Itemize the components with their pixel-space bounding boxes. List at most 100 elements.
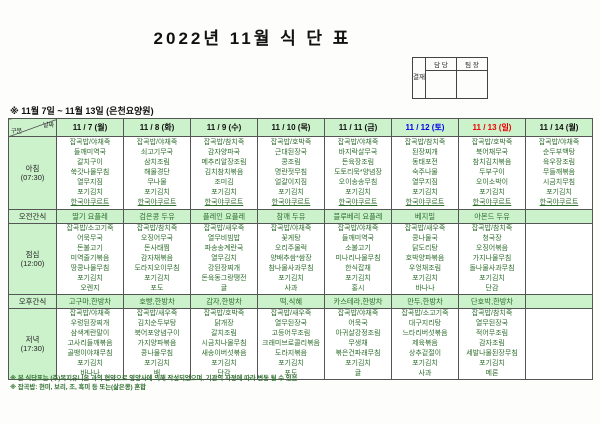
menu-item: 어묵무국 <box>77 235 103 242</box>
menu-item: 메추리알장조림 <box>201 159 247 166</box>
menu-item: 잡곡밥/참치죽 <box>404 139 446 146</box>
row-label-afternoon-snack: 오후간식 <box>8 294 57 309</box>
menu-item: 미나리나물무침 <box>335 255 381 262</box>
menu-item: 제육볶음 <box>412 340 438 347</box>
menu-item: 바나나 <box>415 285 435 292</box>
menu-item: 만두,한방차 <box>407 296 443 306</box>
menu-cell-breakfast-8: 잡곡밥/야채죽 순두부백탕 육우장조림 무들깨볶음 시금치무침 포기김치 한국야쿠르트 <box>525 136 593 210</box>
menu-item: 대구지리탕 <box>408 320 442 327</box>
menu-item: 포기김치 <box>479 189 505 196</box>
menu-item: 홍시 <box>351 285 365 292</box>
menu-cell-afternoon-snack-1: 고구마,한방차 <box>56 294 124 309</box>
menu-item: 돈사태찜 <box>144 245 170 252</box>
menu-item: 한국야쿠르트 <box>539 199 579 206</box>
menu-item: 돈육동그랑땡전 <box>201 275 247 282</box>
date-header-8: 11 / 14 (월) <box>525 118 593 137</box>
menu-item: 떡,식혜 <box>279 296 303 306</box>
menu-cell-dinner-2: 잡곡밥/새우죽 김치순두부탕 북어포양념구이 가지양파볶음 콩나물무침 포기김치 배 <box>123 308 191 380</box>
menu-item: 잡곡밥/소고기죽 <box>66 225 114 232</box>
menu-item: 들깨미역국 <box>73 149 107 156</box>
menu-item: 가지양파볶음 <box>137 340 177 347</box>
menu-item: 아귀살강정조림 <box>335 330 381 337</box>
menu-item: 얼갈이지짐 <box>274 179 308 186</box>
menu-item: 단호박,한방차 <box>470 296 514 306</box>
date-header-1: 11 / 7 (월) <box>56 118 124 137</box>
menu-item: 플레인 요플레 <box>202 211 246 221</box>
menu-item: 한식잡채 <box>345 265 371 272</box>
menu-item: 세발나물된장무침 <box>466 350 518 357</box>
menu-item: 포기김치 <box>546 189 572 196</box>
menu-item: 포기김치 <box>211 189 237 196</box>
menu-cell-breakfast-1: 잡곡밥/야채죽 들깨미역국 갈치구이 쑥갓나물무침 열무지짐 포기김치 한국야쿠르트 <box>56 136 124 210</box>
menu-cell-afternoon-snack-8 <box>525 294 593 309</box>
menu-item: 단감 <box>485 285 499 292</box>
menu-item: 포기김치 <box>345 275 371 282</box>
menu-item: 검은콩 두유 <box>139 211 175 221</box>
menu-item: 청국장 <box>482 235 502 242</box>
menu-item: 어묵국 <box>348 320 368 327</box>
menu-item: 닭개장 <box>214 320 234 327</box>
menu-item: 열무지짐 <box>412 179 438 186</box>
menu-item: 명란젓무침 <box>274 169 308 176</box>
menu-item: 포기김치 <box>278 275 304 282</box>
menu-cell-morning-snack-7: 아몬드 두유 <box>458 209 526 224</box>
menu-item: 돈육장조림 <box>341 159 375 166</box>
menu-cell-dinner-7: 잡곡밥/참치죽 열무된장국 적어무조림 감자조림 세발나물된장무침 포기김치 메론 <box>458 308 526 380</box>
date-header-7: 11 / 13 (일) <box>458 118 526 137</box>
menu-cell-lunch-7: 잡곡밥/참치죽 청국장 오징어볶음 가지나물무침 돌나물사과무침 포기김치 단감 <box>458 223 526 295</box>
header-row: 날짜 구분 11 / 7 (월) 11 / 8 (화) 11 / 9 (수) 11 /… <box>8 118 593 137</box>
menu-item: 한국야쿠르트 <box>271 199 311 206</box>
menu-item: 무생채 <box>348 340 368 347</box>
menu-item: 돈불고기 <box>77 245 103 252</box>
menu-item: 포기김치 <box>345 360 371 367</box>
menu-item: 포기김치 <box>479 360 505 367</box>
menu-item: 양배추쌈*쌈장 <box>270 255 312 262</box>
menu-item: 한국야쿠르트 <box>472 199 512 206</box>
menu-cell-breakfast-6: 잡곡밥/참치죽 된장찌개 동태포전 숙주나물 열무지짐 포기김치 한국야쿠르트 <box>391 136 459 210</box>
menu-item: 호박양파볶음 <box>405 255 445 262</box>
menu-item: 포기김치 <box>77 360 103 367</box>
menu-item: 포기김치 <box>77 275 103 282</box>
menu-item: 잡곡밥/야채죽 <box>538 139 580 146</box>
menu-item: 포기김치 <box>278 360 304 367</box>
menu-item: 도라지볶음 <box>274 350 308 357</box>
menu-item: 고사리들깨볶음 <box>67 340 113 347</box>
row-dinner: 저녁 (17:30) 잡곡밥/야채죽 우렁된장찌개 삼색계란말이 고사리들깨볶음 골뱅이야채… <box>8 308 593 380</box>
menu-item: 포도 <box>150 285 164 292</box>
menu-item: 갈치구이 <box>77 159 103 166</box>
menu-item: 귤 <box>220 285 228 292</box>
row-label-morning-snack: 오전간식 <box>8 209 57 224</box>
menu-cell-breakfast-2: 잡곡밥/야채죽 쇠고기무국 삼치조림 해물경단 무나물 포기김치 한국야쿠르트 <box>123 136 191 210</box>
footnotes: ※ 본 식단표는 (주)복지유니온 과의 협약으로 영양사에 의해 작성되었으며… <box>10 374 297 392</box>
menu-item: 강된장찌개 <box>207 265 241 272</box>
menu-cell-breakfast-4: 잡곡밥/호박죽 근대된장국 콩조림 명란젓무침 얼갈이지짐 포기김치 한국야쿠르트 <box>257 136 325 210</box>
menu-item: 호빵,한방차 <box>139 296 175 306</box>
menu-table: 날짜 구분 11 / 7 (월) 11 / 8 (화) 11 / 9 (수) 11 /… <box>8 118 593 380</box>
menu-item: 숙주나물 <box>412 169 438 176</box>
week-range-label: ※ 11월 7일 ~ 11월 13일 (은천요양원) <box>10 106 154 116</box>
menu-cell-afternoon-snack-5: 카스테라,한방차 <box>324 294 392 309</box>
approval-sign-cell <box>456 70 488 99</box>
menu-cell-dinner-8 <box>525 308 593 380</box>
menu-cell-dinner-3: 잡곡밥/호박죽 닭개장 갈치조림 시금치나물무침 새송이버섯볶음 포기김치 단감 <box>190 308 258 380</box>
corner-cell: 날짜 구분 <box>8 118 57 137</box>
menu-item: 잡곡밥/참치죽 <box>203 139 245 146</box>
menu-item: 도라지오이무침 <box>134 265 180 272</box>
menu-item: 사과 <box>418 370 432 377</box>
menu-cell-lunch-1: 잡곡밥/소고기죽 어묵무국 돈불고기 미역줄기볶음 땅콩나물무침 포기김치 오렌지 <box>56 223 124 295</box>
menu-item: 순두부백탕 <box>542 149 576 156</box>
menu-item: 포기김치 <box>412 189 438 196</box>
menu-cell-dinner-6: 잡곡밥/소고기죽 대구지리탕 느타리버섯볶음 제육볶음 상추겉절이 포기김치 사과 <box>391 308 459 380</box>
menu-item: 느타리버섯볶음 <box>402 330 448 337</box>
row-breakfast: 아침 (07:30) 잡곡밥/야채죽 들깨미역국 갈치구이 쑥갓나물무침 열무지짐 포기김치 한… <box>8 136 593 210</box>
menu-item: 잡곡밥/새우죽 <box>203 225 245 232</box>
menu-cell-afternoon-snack-6: 만두,한방차 <box>391 294 459 309</box>
menu-item: 잡곡밥/호박죽 <box>471 139 513 146</box>
menu-item: 북어채무국 <box>475 149 509 156</box>
menu-item: 잡곡밥/야채죽 <box>69 310 111 317</box>
menu-item: 시금치무침 <box>542 179 576 186</box>
menu-item: 바지락살무국 <box>338 149 378 156</box>
menu-item: 감자채볶음 <box>140 255 174 262</box>
menu-item: 잡곡밥/야채죽 <box>337 139 379 146</box>
menu-item: 오이송송무침 <box>338 179 378 186</box>
